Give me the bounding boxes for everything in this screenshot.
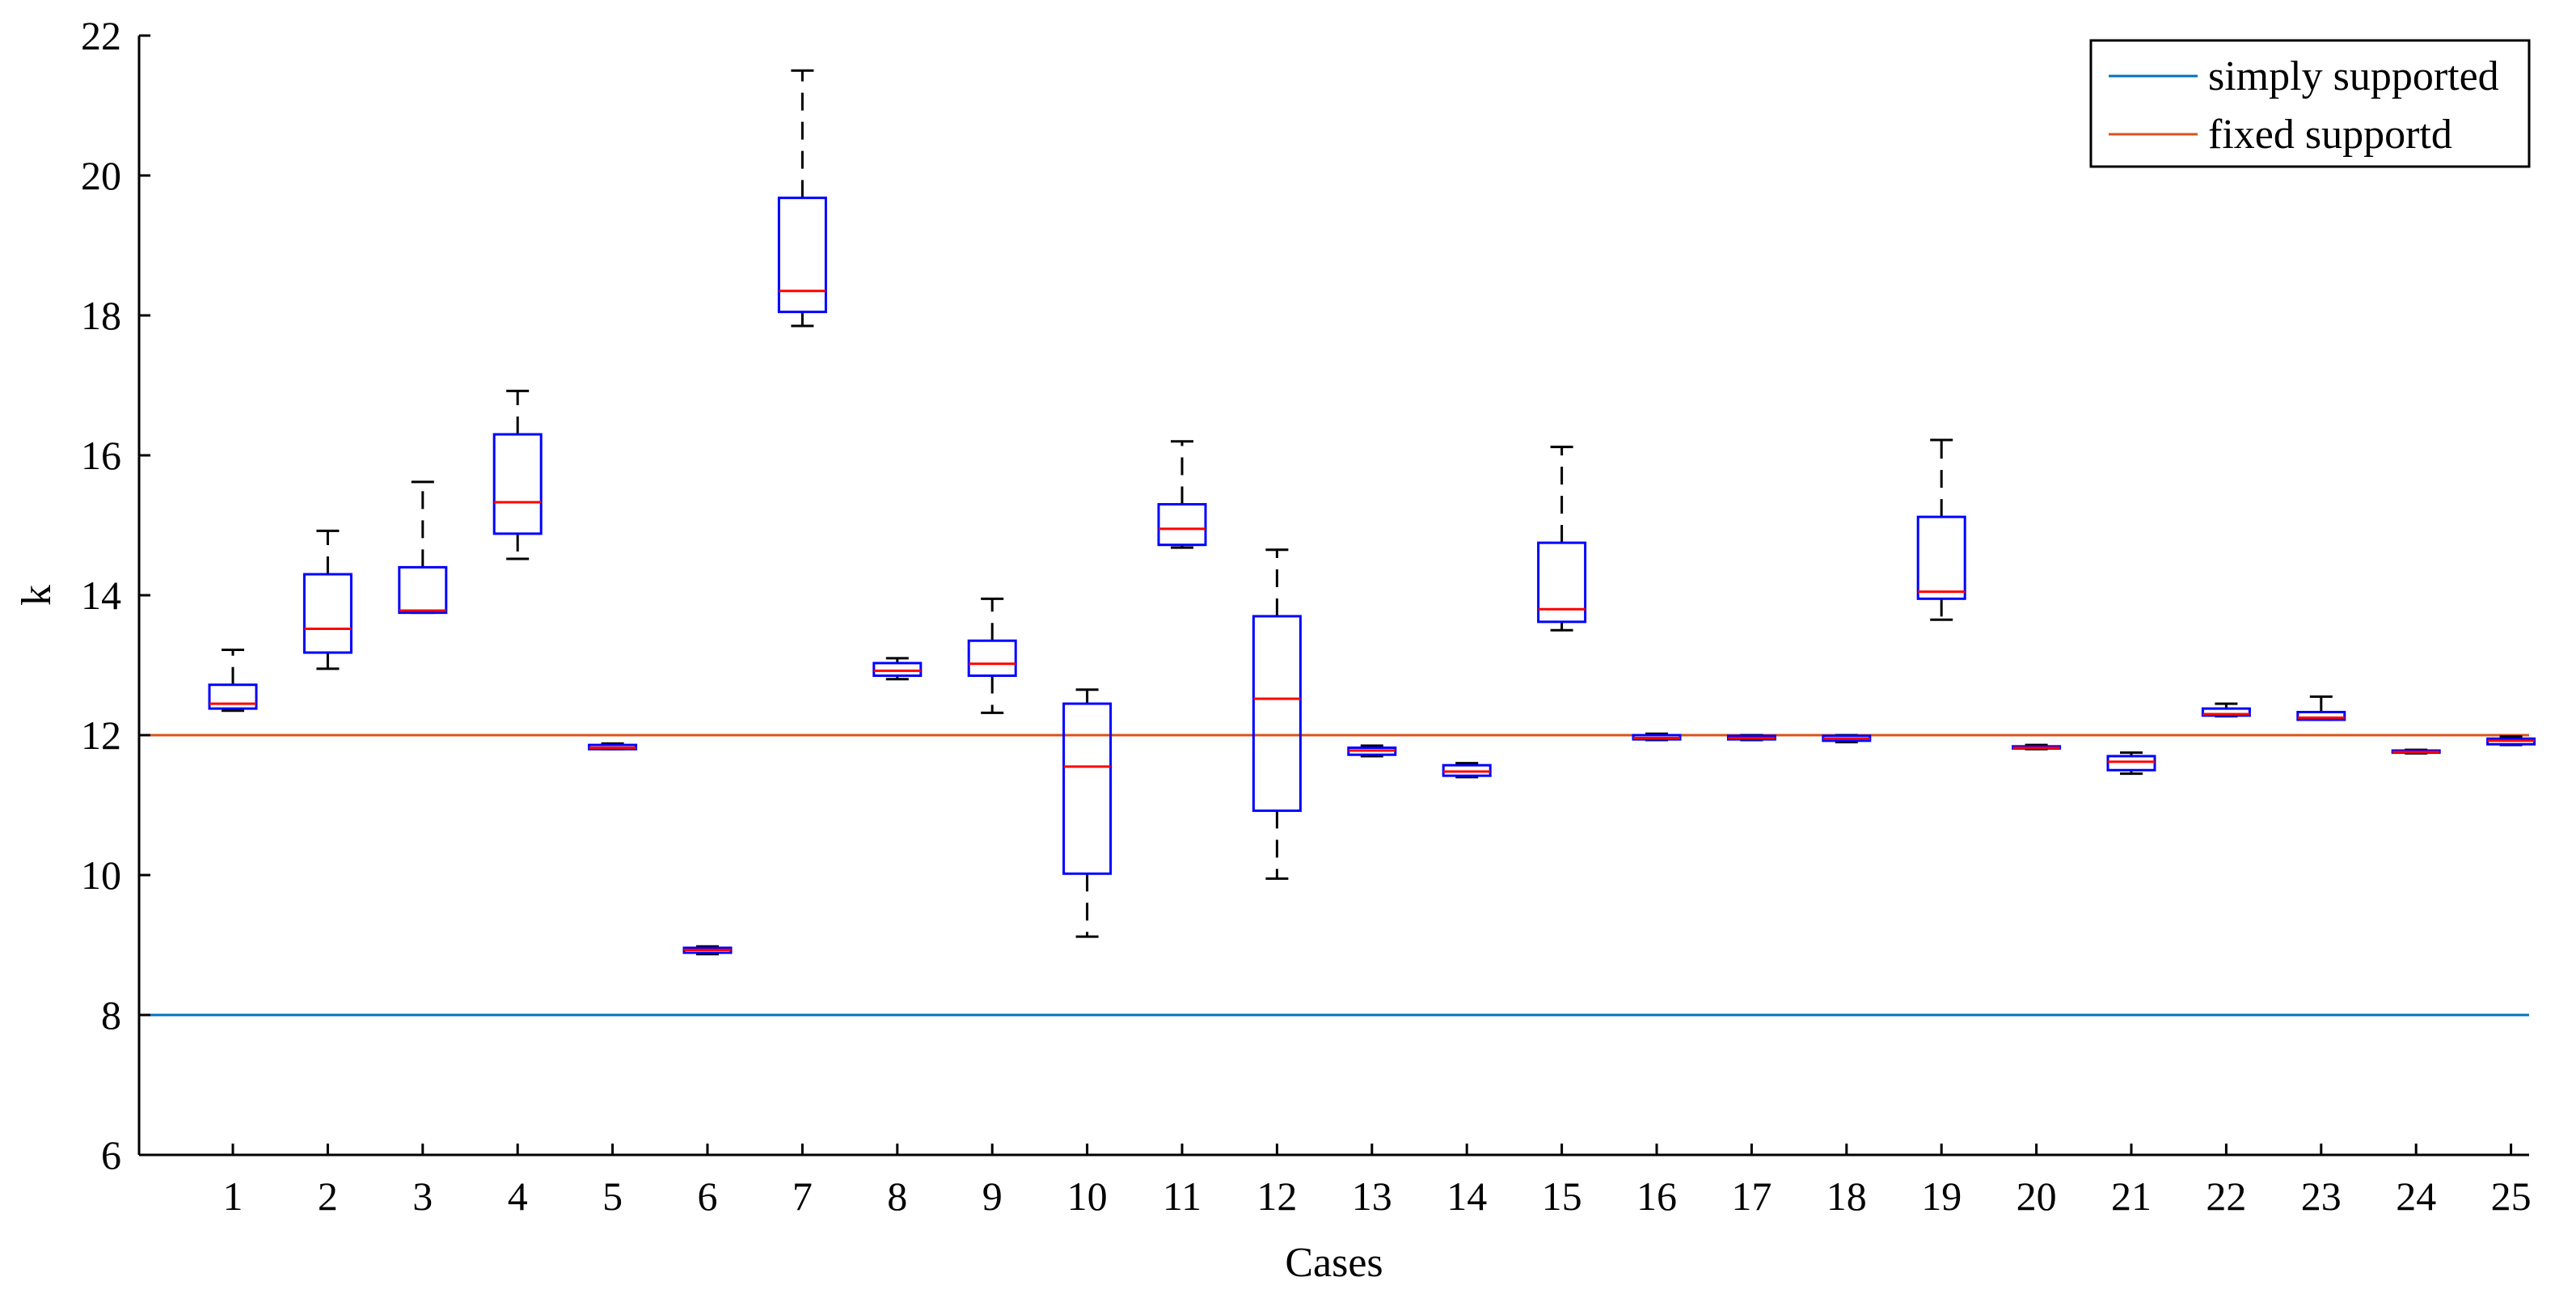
box-iqr: [2106, 755, 2156, 772]
y-axis-title: k: [14, 585, 60, 606]
box-case-9: [967, 597, 1017, 714]
x-tick-label: 10: [1067, 1173, 1108, 1219]
box-iqr: [2296, 710, 2346, 721]
x-tick-label: 13: [1352, 1173, 1392, 1219]
box-case-17: [1726, 734, 1776, 742]
y-ticks: 6 8 10 12 14 16 18 20 22: [81, 13, 150, 1178]
box-case-4: [492, 389, 543, 560]
x-tick-label: 16: [1636, 1173, 1677, 1219]
y-tick-label: 20: [81, 153, 121, 198]
box-case-5: [588, 742, 638, 751]
y-tick-label: 18: [81, 293, 121, 338]
box-case-12: [1252, 548, 1302, 880]
x-tick-label: 4: [508, 1173, 528, 1219]
box-case-18: [1822, 734, 1872, 744]
box-case-10: [1062, 688, 1113, 938]
x-tick-label: 9: [982, 1173, 1003, 1219]
x-tick-label: 11: [1163, 1173, 1201, 1219]
box-series: [208, 69, 2536, 956]
box-case-20: [2012, 743, 2062, 751]
box-case-22: [2201, 702, 2251, 718]
x-tick-label: 8: [887, 1173, 907, 1219]
box-case-24: [2391, 748, 2441, 755]
x-tick-label: 7: [792, 1173, 813, 1219]
box-case-16: [1632, 732, 1682, 742]
legend: simply supported fixed supportd: [2089, 39, 2531, 168]
box-case-8: [872, 657, 923, 681]
x-tick-label: 17: [1731, 1173, 1772, 1219]
x-tick-label: 12: [1256, 1173, 1297, 1219]
x-tick-label: 14: [1446, 1173, 1487, 1219]
y-tick-label: 10: [81, 852, 121, 898]
legend-label-fixed-supported: fixed supportd: [2208, 112, 2452, 158]
box-case-7: [777, 69, 827, 328]
reference-lines: [139, 734, 2529, 1017]
box-iqr: [1916, 515, 1966, 600]
y-tick-label: 8: [101, 992, 121, 1038]
x-tick-label: 24: [2396, 1173, 2436, 1219]
box-case-15: [1537, 446, 1587, 632]
box-iqr: [398, 565, 448, 615]
x-tick-label: 5: [602, 1173, 623, 1219]
box-iqr: [492, 433, 543, 535]
box-iqr: [302, 573, 353, 654]
box-case-14: [1442, 762, 1492, 779]
box-case-11: [1157, 440, 1207, 549]
axes: [137, 36, 2529, 1157]
box-iqr: [1537, 541, 1587, 624]
y-tick-label: 22: [81, 13, 121, 58]
box-case-25: [2486, 735, 2536, 746]
box-iqr: [967, 639, 1017, 677]
legend-label-simply-supported: simply supported: [2208, 53, 2499, 99]
box-iqr: [1157, 503, 1207, 547]
x-tick-label: 15: [1542, 1173, 1582, 1219]
x-tick-label: 2: [318, 1173, 338, 1219]
x-tick-label: 19: [1921, 1173, 1962, 1219]
box-iqr: [2201, 707, 2251, 717]
box-iqr: [777, 197, 827, 314]
box-case-1: [208, 648, 258, 713]
y-tick-label: 6: [101, 1132, 121, 1178]
x-tick-label: 25: [2491, 1173, 2532, 1219]
x-tick-label: 3: [412, 1173, 433, 1219]
x-tick-label: 6: [698, 1173, 718, 1219]
box-iqr: [872, 662, 923, 677]
box-iqr: [1062, 702, 1113, 875]
x-axis-title: Cases: [1285, 1240, 1383, 1286]
box-iqr: [1252, 615, 1302, 812]
x-tick-label: 20: [2016, 1173, 2057, 1219]
x-tick-label: 21: [2111, 1173, 2152, 1219]
y-tick-label: 12: [81, 713, 121, 758]
box-case-23: [2296, 695, 2346, 721]
x-ticks: 1 2 3 4 5 6 7 8 9 10 11 12 13 14 15 16 17 18 19 20 21 22 23 24 2…: [223, 1144, 2532, 1219]
y-tick-label: 16: [81, 433, 121, 478]
legend-box: [2089, 39, 2531, 168]
box-case-13: [1347, 744, 1397, 758]
x-tick-label: 22: [2206, 1173, 2246, 1219]
box-case-2: [302, 529, 353, 670]
box-case-6: [682, 945, 733, 956]
box-case-3: [398, 480, 448, 615]
box-iqr: [208, 683, 258, 710]
y-tick-label: 14: [81, 573, 121, 618]
x-tick-label: 1: [223, 1173, 243, 1219]
box-case-21: [2106, 751, 2156, 776]
x-tick-label: 23: [2301, 1173, 2342, 1219]
box-case-19: [1916, 438, 1966, 621]
x-tick-label: 18: [1826, 1173, 1867, 1219]
